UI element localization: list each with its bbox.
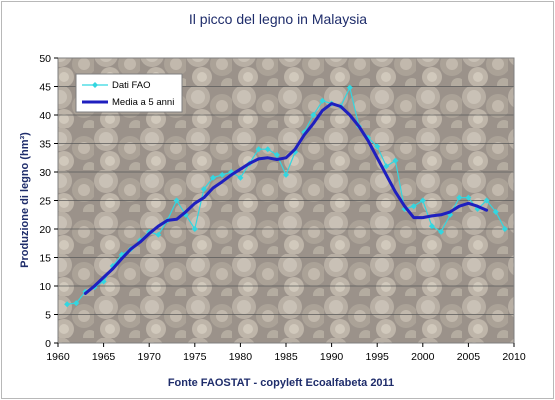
x-tick-label: 1980 — [229, 351, 253, 363]
legend-label-average: Media a 5 anni — [112, 97, 174, 108]
data-point-fao — [237, 174, 244, 181]
y-axis-label: Produzione di legno (hm³) — [19, 132, 31, 268]
y-tick-label: 20 — [39, 224, 51, 236]
data-point-fao — [374, 143, 381, 150]
x-tick-label: 2000 — [411, 351, 435, 363]
legend-label-fao: Dati FAO — [112, 80, 151, 91]
y-tick-label: 5 — [45, 310, 51, 322]
data-point-fao — [173, 197, 180, 204]
y-tick-label: 40 — [39, 110, 51, 122]
data-point-fao — [64, 301, 71, 308]
data-point-fao — [456, 194, 463, 201]
data-point-fao — [264, 146, 271, 153]
x-tick-label: 1970 — [138, 351, 162, 363]
x-tick-label: 1975 — [183, 351, 207, 363]
data-point-fao — [219, 171, 226, 178]
data-point-fao — [73, 300, 80, 307]
y-tick-label: 50 — [39, 53, 51, 65]
x-tick-label: 2005 — [457, 351, 481, 363]
data-point-fao — [465, 194, 472, 201]
y-tick-label: 10 — [39, 281, 51, 293]
x-tick-label: 1960 — [46, 351, 70, 363]
data-point-fao — [501, 226, 508, 232]
legend: Dati FAO Media a 5 anni — [75, 73, 183, 113]
y-tick-label: 0 — [45, 338, 51, 350]
data-point-fao — [210, 174, 217, 181]
data-point-fao — [428, 223, 435, 230]
x-tick-label: 1995 — [366, 351, 390, 363]
data-point-fao — [346, 84, 353, 91]
y-axis-ticks: 0 5 10 15 20 25 30 35 40 45 50 — [39, 53, 58, 350]
y-tick-label: 25 — [39, 196, 51, 208]
data-point-fao — [155, 231, 162, 238]
data-point-fao — [438, 228, 445, 235]
x-tick-label: 1990 — [320, 351, 344, 363]
x-tick-label: 1965 — [92, 351, 116, 363]
data-point-fao — [191, 226, 198, 232]
data-point-fao — [410, 203, 417, 210]
data-point-fao — [419, 197, 426, 204]
data-point-fao — [483, 197, 490, 204]
data-point-fao — [273, 151, 280, 158]
x-tick-label: 2010 — [502, 351, 526, 363]
y-tick-label: 15 — [39, 253, 51, 265]
data-point-fao — [319, 97, 326, 104]
series-group — [64, 84, 508, 308]
x-axis-ticks: 1960 1965 1970 1975 1980 1985 1990 1995 2000 2005… — [46, 343, 526, 363]
y-tick-label: 45 — [39, 82, 51, 94]
data-point-fao — [492, 208, 499, 215]
legend-marker-fao — [92, 82, 98, 88]
y-tick-label: 35 — [39, 139, 51, 151]
chart-title: Il picco del legno in Malaysia — [189, 11, 367, 27]
data-point-fao — [255, 146, 262, 153]
series-line-average — [83, 102, 489, 295]
data-point-fao — [283, 171, 289, 178]
grid-lines — [58, 57, 514, 315]
x-tick-label: 1985 — [274, 351, 298, 363]
data-point-fao — [310, 112, 317, 118]
legend-box — [75, 73, 183, 113]
data-point-fao — [392, 157, 399, 164]
data-point-fao — [383, 163, 390, 170]
data-point-fao — [200, 186, 207, 193]
y-tick-label: 30 — [39, 167, 51, 179]
x-axis-label: Fonte FAOSTAT - copyleft Ecoalfabeta 201… — [168, 377, 394, 389]
